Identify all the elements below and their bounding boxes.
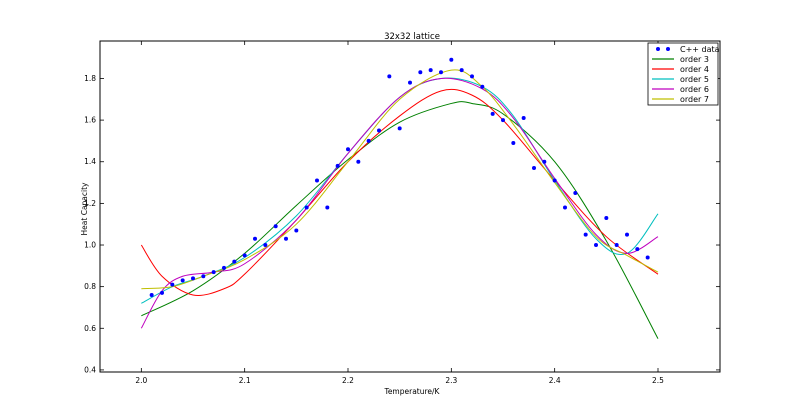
data-point: [180, 278, 185, 283]
data-point: [501, 118, 505, 123]
data-point: [387, 74, 392, 79]
data-point: [356, 159, 361, 164]
legend-label: order 7: [680, 95, 709, 104]
data-point: [149, 292, 154, 297]
data-point: [222, 265, 226, 270]
legend-label: order 6: [680, 85, 709, 94]
fit-curve-order-7: [141, 69, 659, 290]
data-point: [449, 57, 454, 62]
data-point: [377, 128, 381, 133]
legend-label: order 5: [680, 75, 709, 84]
x-tick-label: 2.2: [342, 376, 354, 385]
data-point: [211, 270, 216, 275]
x-tick-label: 2.5: [652, 376, 664, 385]
y-tick-label: 1.4: [84, 157, 96, 166]
data-point: [253, 236, 257, 241]
data-point: [635, 247, 640, 252]
data-point: [439, 70, 443, 75]
fit-curve-order-6: [140, 77, 659, 329]
data-point: [263, 243, 268, 248]
data-point: [325, 205, 330, 210]
data-point: [532, 165, 536, 170]
x-tick-label: 2.0: [135, 376, 147, 385]
legend-label: C++ data: [680, 45, 720, 54]
data-point: [201, 274, 206, 279]
data-point: [625, 232, 629, 237]
data-point: [645, 255, 650, 260]
y-tick-label: 1.2: [84, 199, 96, 208]
data-point: [160, 290, 164, 295]
legend-label: order 4: [680, 65, 709, 74]
legend-label: order 3: [680, 55, 709, 64]
y-tick-label: 0.6: [84, 324, 96, 333]
data-point: [573, 190, 578, 195]
data-point: [315, 178, 319, 183]
y-tick-label: 0.8: [84, 282, 96, 291]
data-point: [459, 68, 464, 73]
data-point: [563, 205, 567, 210]
y-tick-label: 1.6: [84, 116, 96, 125]
fit-curve-order-4: [140, 88, 659, 296]
chart-title: 32x32 lattice: [384, 32, 440, 42]
data-point: [304, 205, 309, 210]
data-point: [470, 74, 474, 79]
y-tick-label: 1.0: [84, 241, 96, 250]
x-axis: 2.0 2.1 2.2 2.3 2.4 2.5: [135, 41, 664, 385]
data-point: [583, 232, 588, 237]
y-tick-label: 0.4: [84, 365, 96, 374]
data-point: [335, 163, 340, 168]
data-point: [418, 70, 423, 75]
data-point: [511, 141, 516, 146]
plot-frame: [99, 40, 721, 373]
data-point: [366, 138, 371, 143]
data-point: [542, 159, 547, 164]
fit-curve-order-5: [141, 77, 659, 304]
y-tick-label: 1.8: [84, 74, 96, 83]
plot-area: [140, 57, 659, 339]
data-point: [346, 147, 350, 152]
data-point: [397, 126, 402, 131]
data-point: [284, 236, 288, 241]
y-axis-label: Heat Capacity: [80, 182, 89, 236]
data-point: [552, 178, 557, 183]
data-point: [273, 224, 278, 229]
data-point: [480, 84, 485, 89]
data-point: [594, 243, 598, 248]
legend-frame: [647, 42, 719, 106]
data-point: [170, 282, 175, 287]
data-point: [428, 68, 433, 73]
x-tick-label: 2.4: [549, 376, 561, 385]
fit-curve-order-3: [141, 101, 659, 339]
data-point: [521, 116, 526, 121]
data-point: [242, 253, 247, 258]
data-point: [294, 228, 299, 233]
x-tick-label: 2.1: [239, 376, 251, 385]
data-point: [490, 111, 495, 116]
y-axis: 0.4 0.6 0.8 1.0 1.2 1.4 1.6 1.8: [84, 74, 720, 374]
data-point: [191, 276, 195, 281]
data-point: [232, 259, 237, 264]
legend-marker: [666, 47, 670, 51]
data-point: [408, 80, 412, 85]
data-point: [604, 215, 609, 220]
x-tick-label: 2.3: [445, 376, 457, 385]
legend-marker: [656, 47, 660, 51]
data-point: [614, 243, 619, 248]
x-axis-label: Temperature/K: [384, 387, 441, 396]
